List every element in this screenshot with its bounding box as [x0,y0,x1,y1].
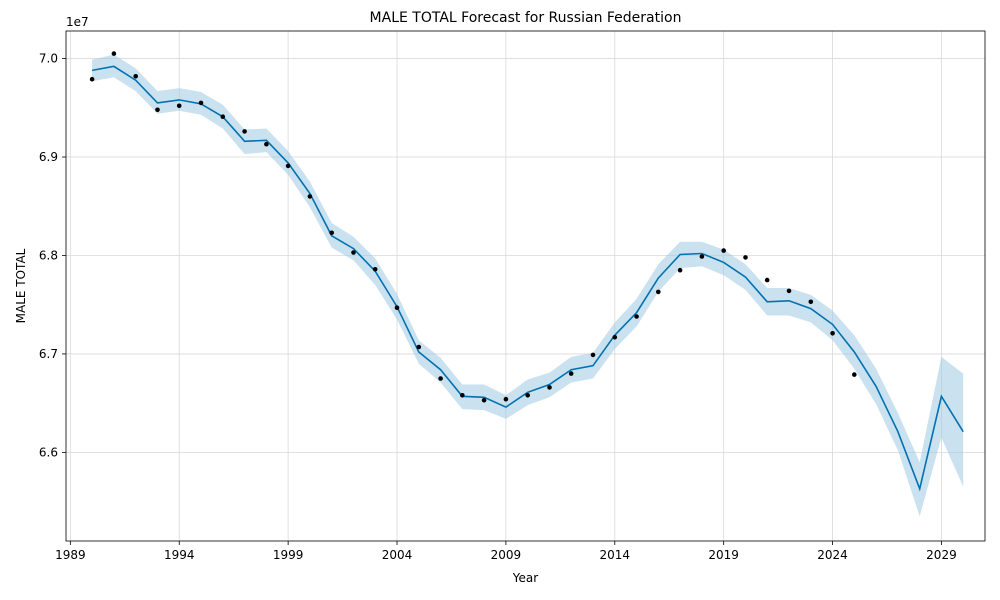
x-tick-label: 2024 [817,548,848,562]
actual-point [481,397,487,403]
actual-point [677,267,683,273]
x-tick-label: 1994 [164,548,195,562]
actual-point [460,393,465,398]
x-tick-label: 2019 [708,548,739,562]
actual-point [416,344,422,350]
y-axis-ticks: 6.6 6.7 6.8 6.9 7.0 [39,52,66,459]
actual-point [198,100,204,106]
actual-point [743,255,748,260]
actual-point [351,250,356,255]
x-tick-label: 2009 [491,548,522,562]
actual-point [808,299,814,305]
chart-title: MALE TOTAL Forecast for Russian Federati… [370,10,682,26]
actual-points-layer [89,51,857,403]
confidence-band [92,54,964,517]
forecast-line-layer [91,65,964,492]
actual-point [285,163,291,169]
y-tick-label: 6.7 [39,347,58,361]
actual-point [503,396,509,402]
y-tick-label: 6.9 [39,150,58,164]
y-axis-label: MALE TOTAL [14,248,28,323]
x-axis-ticks: 1989 1994 1999 2004 2009 2014 2019 2024 2029 [55,541,957,562]
actual-point [764,277,770,283]
actual-point [852,372,857,377]
x-tick-label: 2004 [382,548,413,562]
actual-point [634,314,639,319]
actual-point [372,267,378,272]
actual-point [133,74,138,79]
actual-point [329,230,335,236]
actual-point [264,141,269,147]
actual-point [568,371,574,376]
actual-point [89,76,95,82]
actual-point [699,254,705,259]
actual-point [155,107,160,113]
gridlines [66,31,985,541]
actual-point [242,129,247,134]
forecast-line [91,65,964,492]
x-tick-label: 1989 [55,548,86,562]
actual-point [547,385,552,390]
actual-point [612,334,618,340]
x-tick-label: 2029 [926,548,957,562]
actual-point [111,51,117,56]
actual-point [394,305,400,311]
actual-point [220,114,226,119]
actual-point [721,248,726,253]
y-axis-offset-label: 1e7 [66,15,89,29]
plot-area-frame [65,30,986,542]
actual-point [590,352,596,358]
confidence-band-layer [92,54,964,517]
actual-point [438,376,443,381]
y-tick-label: 6.6 [39,445,58,459]
actual-point [656,289,661,295]
actual-point [176,103,182,109]
y-tick-label: 7.0 [39,52,58,66]
x-axis-label: Year [512,571,538,585]
actual-point [830,331,835,336]
x-tick-label: 2014 [600,548,631,562]
actual-point [786,288,792,294]
y-tick-label: 6.8 [39,248,58,262]
actual-point [307,194,313,199]
x-tick-label: 1999 [273,548,304,562]
actual-point [525,393,530,398]
